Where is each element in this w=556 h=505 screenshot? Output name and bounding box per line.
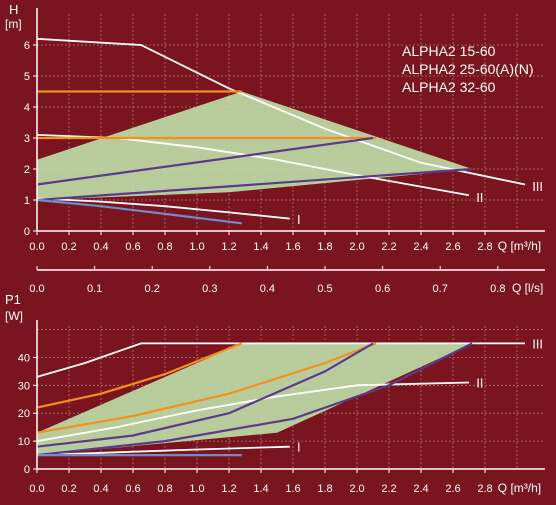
y-tick-label: 30 (18, 380, 30, 392)
series-line-I (36, 445, 290, 456)
series-line-orange-4 (36, 342, 377, 434)
y-tick-label: 10 (18, 436, 30, 448)
curve-label-III: III (532, 179, 543, 194)
x-tick-label: 2.2 (381, 483, 396, 495)
x-tick-label: 1.2 (221, 241, 236, 253)
x-tick-label: 0.6 (125, 241, 140, 253)
x-tick-label: 2.4 (413, 241, 428, 253)
x-tick-label: 0.8 (157, 241, 172, 253)
secondary-x-tick-label: 0.5 (317, 283, 332, 295)
series-line-purple-5 (36, 342, 374, 448)
y-axis-unit: [W] (5, 309, 23, 323)
x-tick-label: 0.6 (125, 483, 140, 495)
x-tick-label: 1.0 (189, 483, 204, 495)
x-tick-label: 2.6 (445, 483, 460, 495)
legend-item-3: ALPHA2 32-60 (402, 79, 496, 95)
x-tick-label: 2.8 (477, 483, 492, 495)
x-axis-label: Q [m³/h] (498, 239, 541, 253)
series-line-II (36, 381, 470, 442)
y-tick-label: 0 (24, 226, 30, 238)
y-tick-label: 6 (24, 40, 30, 52)
secondary-x-tick-label: 0.1 (87, 283, 102, 295)
x-tick-label: 2.6 (445, 241, 460, 253)
x-tick-label: 2.0 (349, 241, 364, 253)
legend-item-2: ALPHA2 25-60(A)(N) (402, 61, 534, 77)
x-tick-label: 1.2 (221, 483, 236, 495)
y-tick-label: 1 (24, 195, 30, 207)
y-axis-unit: [m] (5, 17, 22, 31)
x-tick-label: 2.0 (349, 483, 364, 495)
secondary-x-tick-label: 0.4 (260, 283, 275, 295)
series-line-blue-7 (36, 198, 242, 225)
x-tick-label: 1.8 (317, 241, 332, 253)
secondary-x-tick-label: 0.8 (490, 283, 505, 295)
x-tick-label: 1.0 (189, 241, 204, 253)
secondary-x-tick-label: 0.3 (202, 283, 217, 295)
curve-label-III: III (532, 336, 543, 351)
x-tick-label: 1.6 (285, 483, 300, 495)
series-line-III (36, 37, 526, 186)
secondary-x-axis-label: Q [l/s] (512, 281, 543, 295)
secondary-x-tick-label: 0.6 (375, 283, 390, 295)
y-tick-label: 2 (24, 164, 30, 176)
legend-item-1: ALPHA2 15-60 (402, 43, 496, 59)
operating-band (37, 91, 473, 200)
y-axis-label: H (9, 2, 18, 17)
series-line-orange-3 (36, 342, 243, 409)
x-tick-label: 0.0 (29, 483, 44, 495)
x-tick-label: 0.4 (93, 241, 108, 253)
secondary-x-tick-label: 0.7 (433, 283, 448, 295)
x-tick-label: 2.8 (477, 241, 492, 253)
x-tick-label: 1.4 (253, 241, 268, 253)
y-tick-label: 3 (24, 133, 30, 145)
x-axis-label: Q [m³/h] (498, 481, 541, 495)
curve-label-II: II (476, 190, 483, 205)
curve-label-I: I (297, 212, 301, 227)
curve-label-II: II (476, 376, 483, 391)
secondary-x-tick-label: 0.0 (29, 283, 44, 295)
y-tick-label: 4 (24, 102, 30, 114)
operating-band (37, 343, 473, 456)
x-tick-label: 0.8 (157, 483, 172, 495)
x-tick-label: 2.2 (381, 241, 396, 253)
y-tick-label: 5 (24, 71, 30, 83)
x-tick-label: 2.4 (413, 483, 428, 495)
series-line-I (36, 197, 290, 220)
x-tick-label: 1.4 (253, 483, 268, 495)
y-tick-label: 20 (18, 408, 30, 420)
series-line-III (36, 342, 525, 378)
x-tick-label: 0.2 (61, 241, 76, 253)
series-line-purple-6 (36, 167, 473, 202)
secondary-x-tick-label: 0.2 (145, 283, 160, 295)
x-tick-label: 1.6 (285, 241, 300, 253)
x-tick-label: 0.0 (29, 241, 44, 253)
x-tick-label: 0.2 (61, 483, 76, 495)
x-tick-label: 1.8 (317, 483, 332, 495)
y-tick-label: 40 (18, 352, 30, 364)
y-tick-label: 0 (24, 464, 30, 476)
series-line-purple-5 (36, 136, 374, 186)
x-tick-label: 0.4 (93, 483, 108, 495)
series-line-purple-6 (36, 342, 473, 457)
y-axis-label: P1 (5, 292, 21, 307)
curve-label-I: I (297, 440, 301, 455)
